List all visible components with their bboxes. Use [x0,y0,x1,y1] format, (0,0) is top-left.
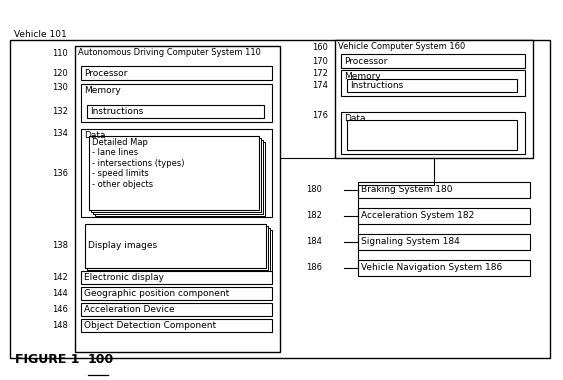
Text: Instructions: Instructions [350,81,403,90]
Text: Processor: Processor [344,57,387,65]
Bar [89,136,259,210]
Text: 136: 136 [52,168,68,177]
Text: Instructions: Instructions [90,107,143,116]
Text: Memory: Memory [84,86,120,95]
Text: 132: 132 [52,108,68,117]
Text: 180: 180 [306,185,322,195]
Text: Data: Data [344,114,365,123]
Text: Braking System 180: Braking System 180 [361,185,453,195]
Bar [341,112,525,154]
Bar [10,40,550,358]
Text: 174: 174 [312,81,328,90]
Bar [85,224,266,268]
Text: 120: 120 [52,68,68,78]
Bar [75,46,280,352]
Text: Display images: Display images [88,242,157,250]
Text: 148: 148 [52,321,68,330]
Text: 134: 134 [52,128,68,138]
Bar [347,79,517,92]
Bar [81,84,272,122]
Bar [81,287,272,300]
Text: 182: 182 [306,212,322,220]
Text: 146: 146 [52,305,68,314]
Text: Vehicle 101: Vehicle 101 [14,30,67,39]
Bar [358,182,530,198]
Text: Object Detection Component: Object Detection Component [84,321,216,330]
Text: Acceleration System 182: Acceleration System 182 [361,212,474,220]
Bar [335,40,533,158]
Text: Geographic position component: Geographic position component [84,289,229,298]
Bar [89,228,270,272]
Bar [341,54,525,68]
Text: 130: 130 [52,84,68,92]
Text: 100: 100 [88,353,114,366]
Text: Vehicle Navigation System 186: Vehicle Navigation System 186 [361,263,502,272]
Text: 144: 144 [52,289,68,298]
Bar [81,319,272,332]
Text: Processor: Processor [84,68,127,78]
Text: 110: 110 [52,49,68,59]
Bar [87,105,264,118]
Text: Memory: Memory [344,72,381,81]
Text: Electronic display: Electronic display [84,273,164,282]
Bar [81,66,272,80]
Bar [81,129,272,217]
Bar [91,230,272,274]
Bar [341,70,525,96]
Bar [91,138,261,212]
Bar [347,120,517,150]
Text: Acceleration Device: Acceleration Device [84,305,175,314]
Bar [358,234,530,250]
Text: 172: 172 [312,70,328,79]
Bar [81,303,272,316]
Bar [358,208,530,224]
Text: 176: 176 [312,111,328,120]
Text: 184: 184 [306,238,322,247]
Text: Autonomous Driving Computer System 110: Autonomous Driving Computer System 110 [78,48,261,57]
Text: Data: Data [84,131,105,140]
Text: Detailed Map
- lane lines
- intersections (types)
- speed limits
- other objects: Detailed Map - lane lines - intersection… [92,138,185,188]
Text: 160: 160 [312,43,328,52]
Bar [81,271,272,284]
Text: Vehicle Computer System 160: Vehicle Computer System 160 [338,42,465,51]
Bar [87,226,268,270]
Text: FIGURE 1: FIGURE 1 [15,353,79,366]
Text: Signaling System 184: Signaling System 184 [361,238,460,247]
Text: 186: 186 [306,263,322,272]
Text: 170: 170 [312,57,328,65]
Bar [358,260,530,276]
Text: 138: 138 [52,242,68,250]
Text: 142: 142 [52,273,68,282]
Bar [93,140,263,214]
Bar [95,142,265,216]
